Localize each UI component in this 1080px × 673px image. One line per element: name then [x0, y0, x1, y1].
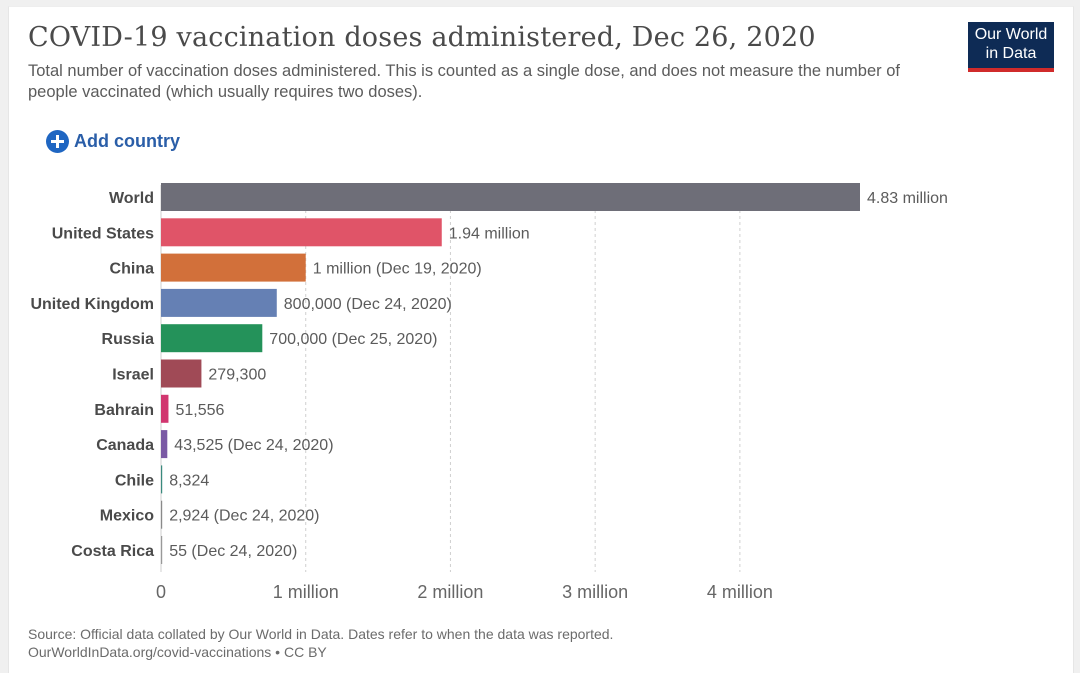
x-tick-label: 0 — [156, 582, 166, 602]
value-label: 2,924 (Dec 24, 2020) — [169, 508, 319, 525]
source-note: Source: Official data collated by Our Wo… — [28, 625, 613, 661]
value-label: 8,324 — [169, 472, 209, 489]
bar-united-kingdom[interactable] — [161, 288, 277, 317]
value-label: 1 million (Dec 19, 2020) — [313, 261, 482, 278]
category-label[interactable]: United States — [52, 225, 154, 242]
bar-china[interactable] — [161, 253, 306, 282]
source-line-2[interactable]: OurWorldInData.org/covid-vaccinations • … — [28, 644, 327, 660]
chart-title: COVID-19 vaccination doses administered,… — [28, 22, 816, 53]
category-label[interactable]: China — [110, 261, 155, 278]
category-label[interactable]: Costa Rica — [71, 543, 154, 560]
value-label: 51,556 — [175, 402, 224, 419]
logo-line-2: in Data — [985, 45, 1037, 62]
bar-israel[interactable] — [161, 359, 202, 388]
value-label: 4.83 million — [867, 190, 948, 207]
value-label: 279,300 — [208, 367, 266, 384]
value-label: 700,000 (Dec 25, 2020) — [269, 331, 437, 348]
bar-costa-rica[interactable] — [161, 536, 163, 564]
bar-canada[interactable] — [161, 430, 168, 459]
bar-chile[interactable] — [161, 465, 163, 494]
bar-united-states[interactable] — [161, 218, 442, 247]
value-label: 1.94 million — [449, 225, 530, 242]
category-label[interactable]: Israel — [112, 367, 154, 384]
bar-russia[interactable] — [161, 324, 263, 353]
value-label: 55 (Dec 24, 2020) — [169, 543, 297, 560]
category-label[interactable]: Mexico — [100, 508, 154, 525]
logo-line-1: Our World — [974, 26, 1048, 43]
chart-subtitle: Total number of vaccination doses admini… — [28, 62, 900, 101]
x-tick-label: 4 million — [707, 582, 773, 602]
category-label[interactable]: United Kingdom — [30, 296, 154, 313]
category-label[interactable]: World — [109, 190, 154, 207]
source-line-1: Source: Official data collated by Our Wo… — [28, 626, 614, 642]
x-tick-label: 1 million — [273, 582, 339, 602]
add-country-button[interactable]: Add country — [46, 129, 180, 153]
category-label[interactable]: Bahrain — [94, 402, 154, 419]
owid-logo[interactable]: Our World in Data — [968, 22, 1054, 72]
add-country-label: Add country — [74, 130, 180, 151]
value-label: 800,000 (Dec 24, 2020) — [284, 296, 452, 313]
bar-bahrain[interactable] — [161, 394, 169, 423]
value-label: 43,525 (Dec 24, 2020) — [174, 437, 333, 454]
bars — [161, 183, 860, 564]
labels: World 4.83 million United States 1.94 milli… — [30, 190, 947, 560]
x-axis-ticks: 0 1 million 2 million 3 million 4 million — [156, 582, 773, 602]
category-label[interactable]: Russia — [102, 331, 155, 348]
bar-mexico[interactable] — [161, 500, 163, 529]
x-tick-label: 2 million — [417, 582, 483, 602]
plus-circle-icon — [46, 129, 69, 153]
x-tick-label: 3 million — [562, 582, 628, 602]
category-label[interactable]: Canada — [96, 437, 154, 454]
bar-world[interactable] — [161, 183, 860, 211]
category-label[interactable]: Chile — [115, 472, 154, 489]
